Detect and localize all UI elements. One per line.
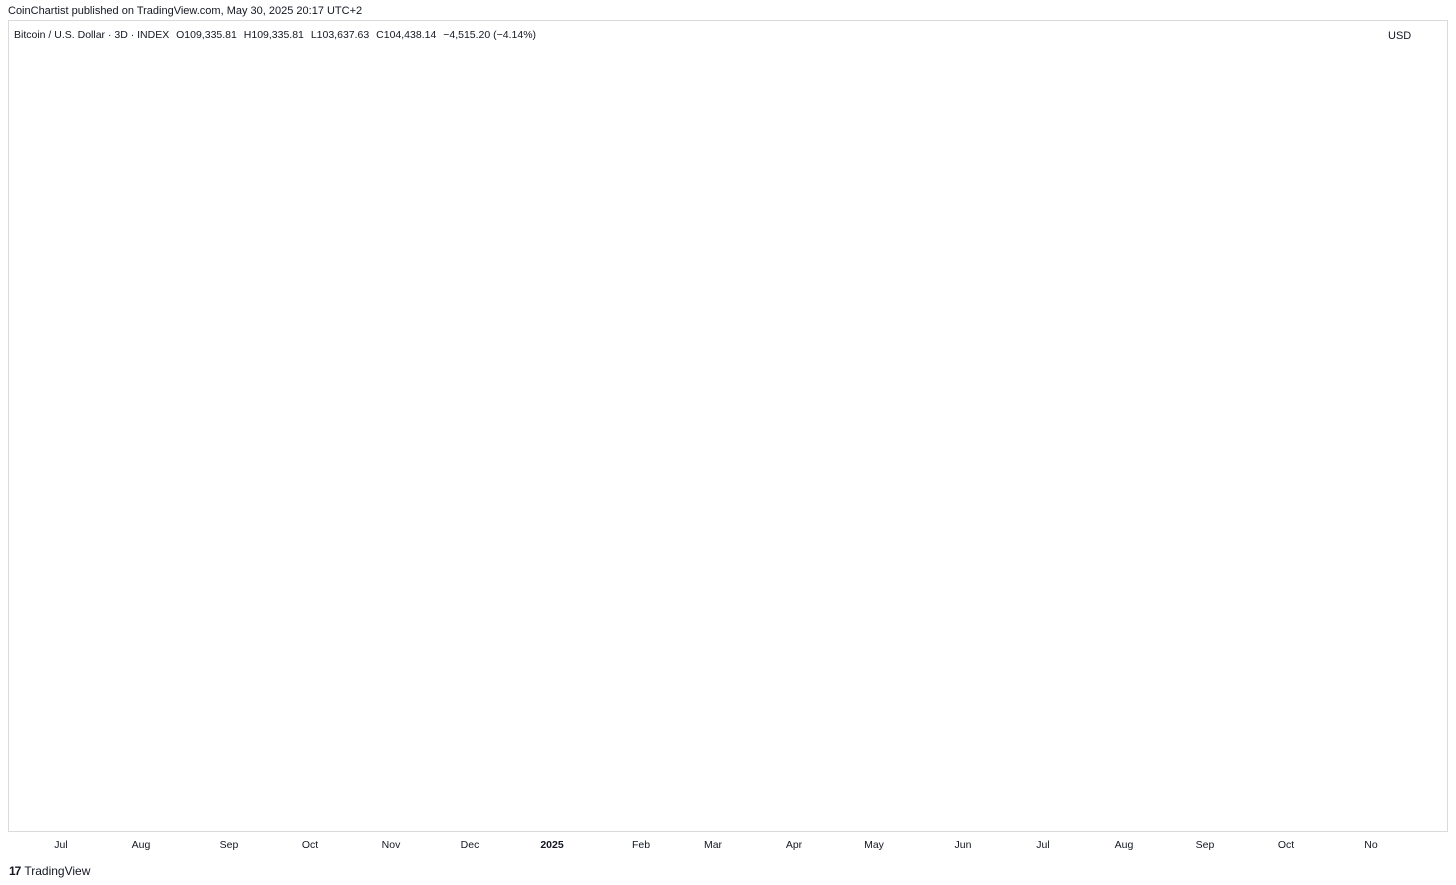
- change-value: −4,515.20 (−4.14%): [443, 29, 537, 41]
- time-tick-label: Aug: [1115, 839, 1134, 851]
- time-tick-label: May: [864, 839, 885, 851]
- publisher-line: CoinChartist published on TradingView.co…: [8, 5, 363, 17]
- tradingview-logo-icon: 17: [9, 864, 21, 878]
- time-tick-label: Jun: [955, 839, 972, 851]
- chart-frame: [8, 20, 1448, 832]
- time-tick-label: Apr: [786, 839, 803, 851]
- time-tick-label: No: [1364, 839, 1378, 851]
- time-tick-label: Mar: [704, 839, 723, 851]
- time-tick-label: Dec: [461, 839, 480, 851]
- time-tick-label: Jul: [1036, 839, 1049, 851]
- low-value: L103,637.63: [310, 29, 370, 41]
- open-value: O109,335.81: [176, 29, 237, 41]
- time-tick-label: Jul: [54, 839, 67, 851]
- time-tick-label: 2025: [540, 839, 564, 851]
- symbol-name: Bitcoin / U.S. Dollar · 3D · INDEX: [14, 29, 170, 41]
- time-tick-label: Sep: [1196, 839, 1215, 851]
- time-tick-label: Sep: [220, 839, 239, 851]
- time-tick-label: Feb: [632, 839, 650, 851]
- time-tick-label: Aug: [132, 839, 151, 851]
- brand-name: TradingView: [24, 864, 91, 878]
- symbol-legend: Bitcoin / U.S. Dollar · 3D · INDEX O109,…: [14, 29, 540, 41]
- tradingview-brand: 17 TradingView: [9, 864, 90, 878]
- high-value: H109,335.81: [243, 29, 304, 41]
- currency-label: USD: [1388, 30, 1412, 42]
- time-tick-label: Nov: [382, 839, 401, 851]
- time-tick-label: Oct: [302, 839, 318, 851]
- close-value: C104,438.14: [376, 29, 437, 41]
- time-tick-label: Oct: [1278, 839, 1294, 851]
